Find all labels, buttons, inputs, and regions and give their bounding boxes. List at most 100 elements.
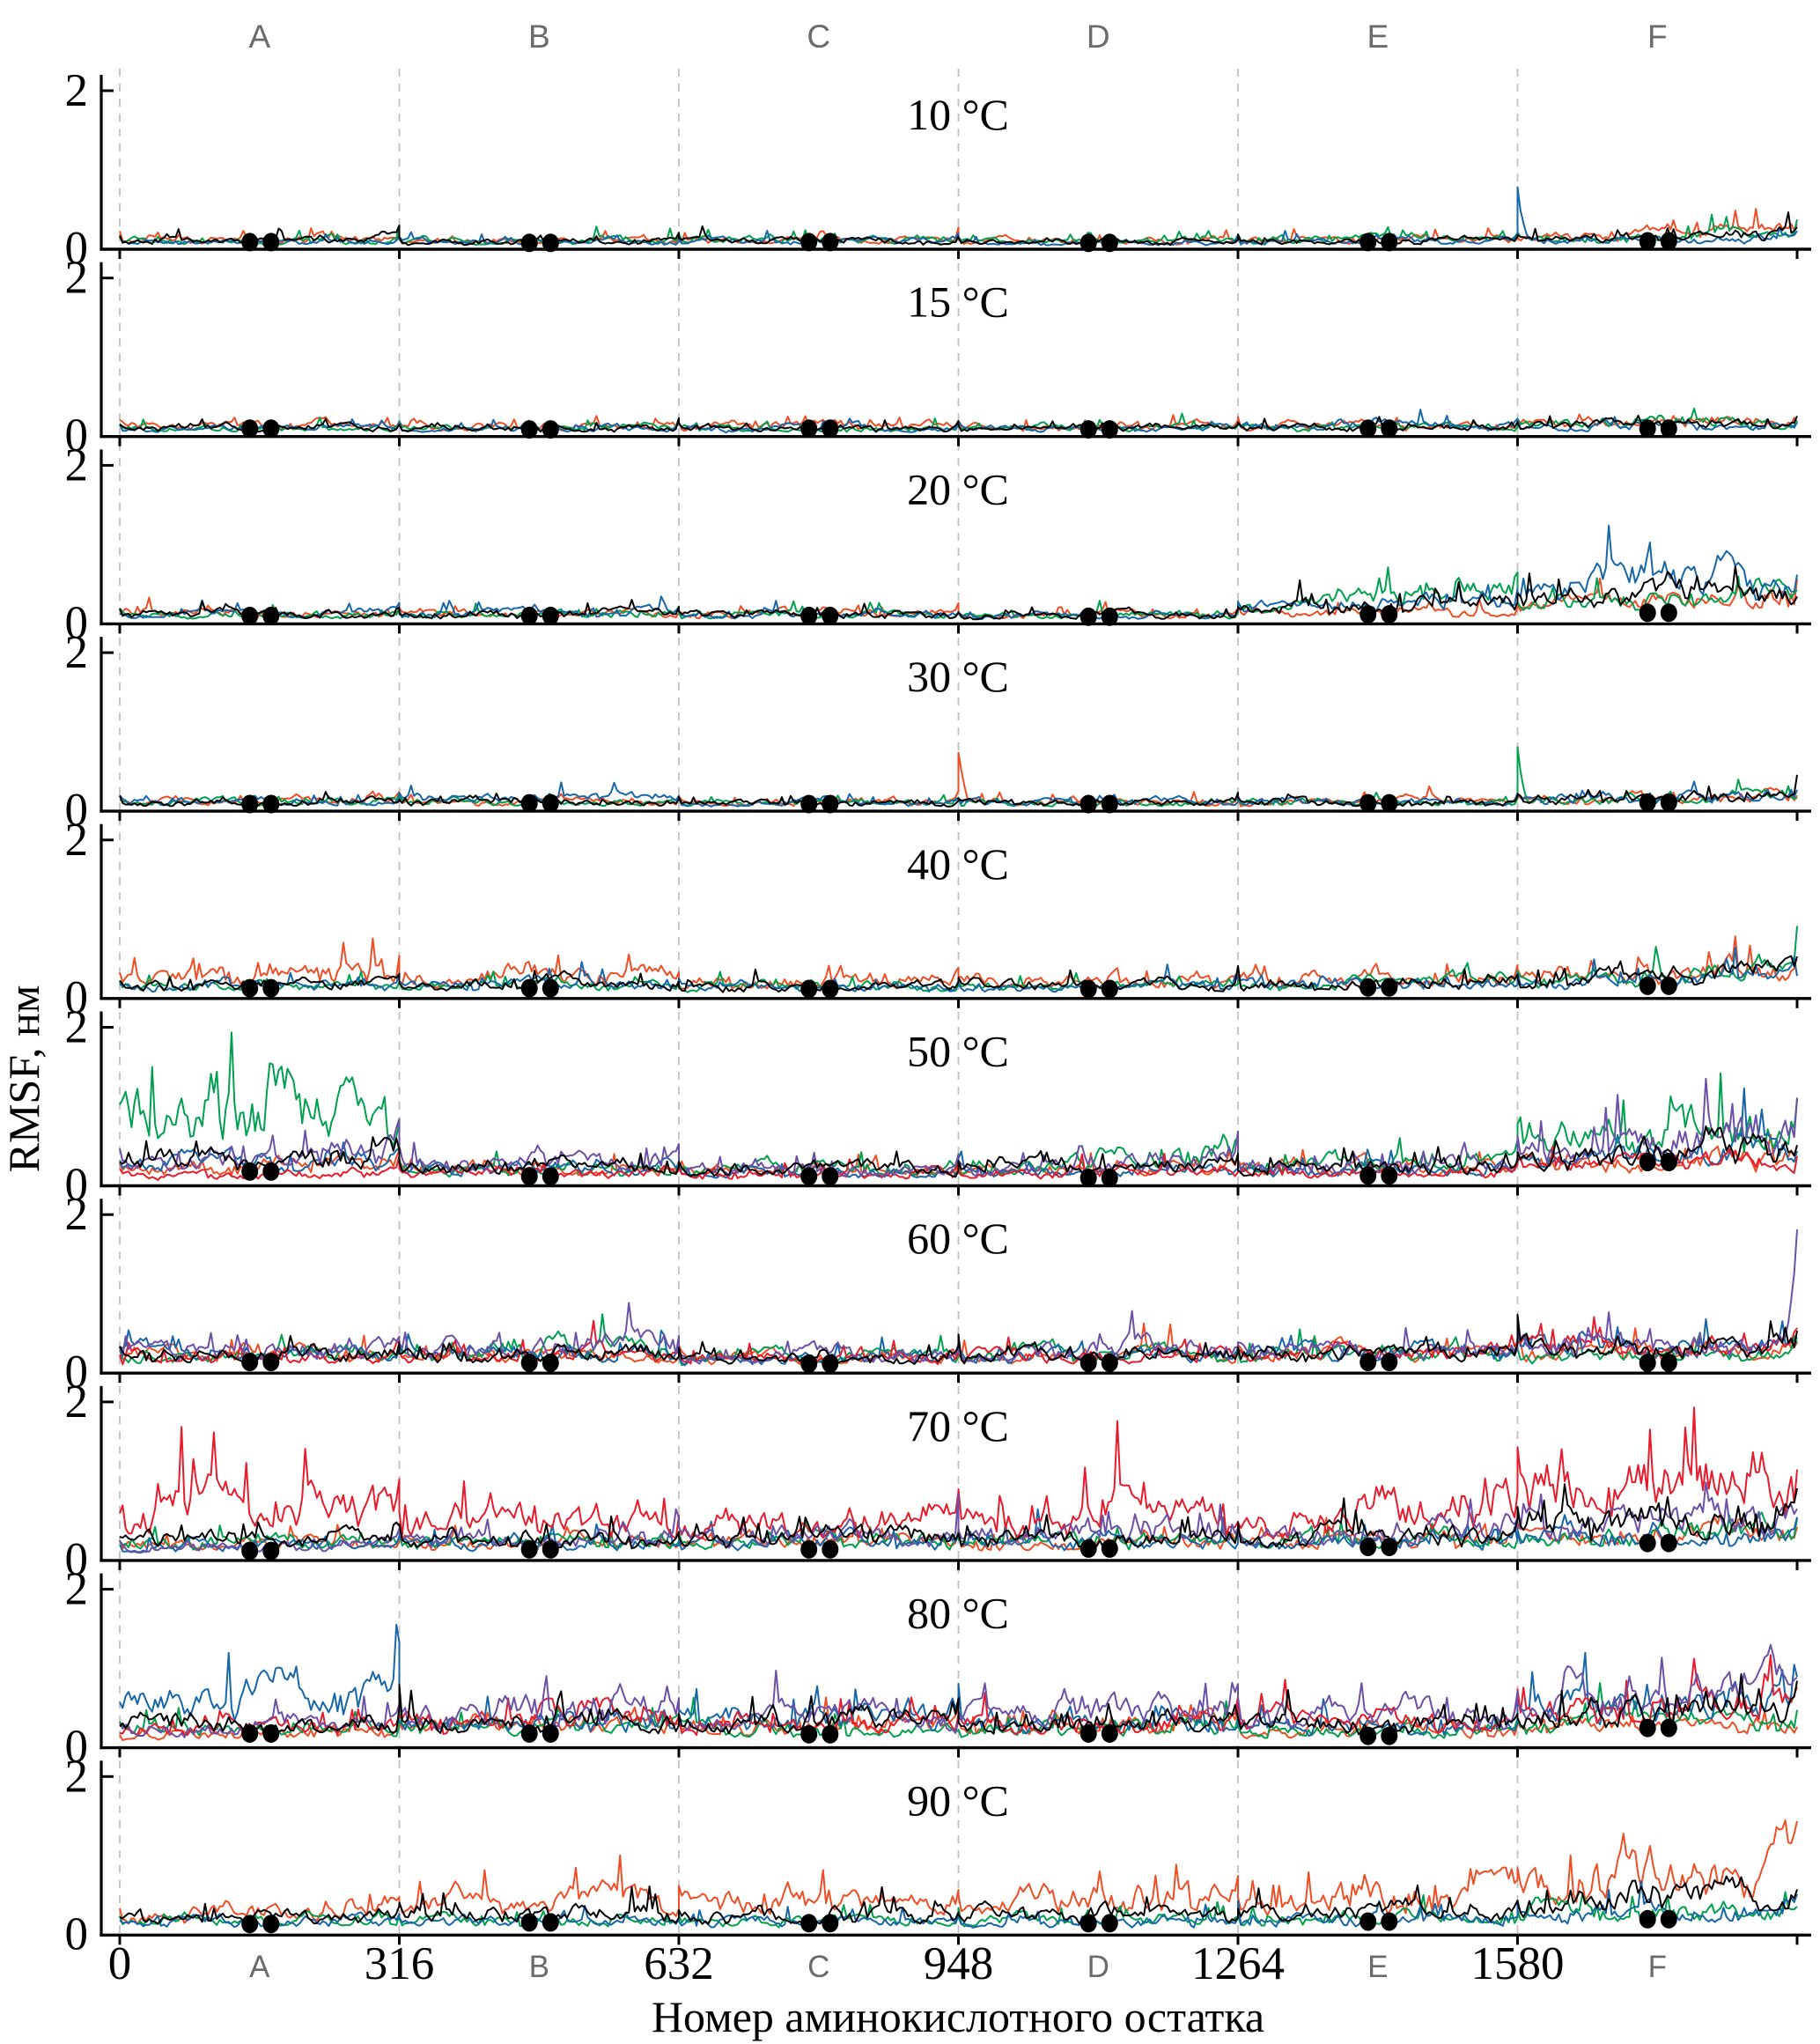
marked-residue-dot [1660,1153,1677,1171]
panel-10C: 2 0 10 °C [65,65,1811,274]
marked-residue-dot [241,1541,259,1561]
rmsf-series-black [119,774,1798,808]
temperature-label: 60 °C [907,1214,1009,1263]
marked-residue-dot [241,794,259,814]
marked-residue-dot [800,1539,818,1559]
marked-residue-dot [1079,1723,1097,1743]
marked-residue-dot [542,1539,559,1559]
marked-residue-dot [1359,232,1377,252]
marked-residue-dot [262,1541,280,1561]
marked-residue-dot [822,1539,839,1559]
temperature-label: 90 °C [907,1775,1009,1825]
marked-residue-dot [241,1162,259,1181]
marked-residue-dot [1101,1169,1118,1187]
y-tick-label-0: 0 [65,1534,89,1585]
rmsf-series-black [119,1125,1798,1178]
rmsf-series-black [119,415,1798,433]
marked-residue-dot [1101,1539,1118,1558]
x-tick-label: 1264 [1191,1938,1285,1989]
temperature-label: 30 °C [907,652,1009,701]
panel-60C: 2 0 60 °C [65,1189,1811,1398]
marked-residue-dot [1381,793,1398,813]
marked-residue-dot [262,1915,280,1934]
marked-residue-dot [800,419,818,439]
marked-residue-dot [262,419,280,439]
panel-50C: 2 0 50 °C [65,1002,1811,1211]
marked-residue-dot [1079,979,1097,999]
marked-residue-dot [822,1167,839,1186]
marked-residue-dot [262,1162,280,1181]
marked-residue-dot [1639,1718,1656,1738]
top-chain-label: A [248,18,270,55]
x-tick-label: 1580 [1471,1938,1565,1989]
marked-residue-dot [542,1354,559,1372]
marked-residue-dot [800,1914,818,1933]
marked-residue-dot [1079,1914,1097,1933]
marked-residue-dot [1660,793,1677,812]
y-tick-label-0: 0 [65,1908,89,1959]
y-tick-label-0: 0 [65,785,89,836]
marked-residue-dot [822,606,839,625]
top-chain-label: F [1647,18,1668,55]
marked-residue-dot [1381,1726,1398,1745]
x-tick-label: 948 [924,1938,994,1989]
marked-residue-dot [1660,1909,1677,1929]
marked-residue-dot [542,793,559,813]
y-tick-label-2: 2 [65,439,89,491]
y-tick-label-2: 2 [65,815,89,866]
panel-30C: 2 0 30 °C [65,627,1811,836]
marked-residue-dot [241,1353,259,1372]
x-axis-title: Номер аминокислотного остатка [652,1992,1264,2041]
marked-residue-dot [520,606,538,625]
y-tick-label-2: 2 [65,1564,89,1615]
top-chain-label: D [1087,18,1110,55]
marked-residue-dot [822,419,839,439]
bottom-chain-label: E [1367,1950,1388,1984]
y-tick-label-2: 2 [65,627,89,678]
marked-residue-dot [1381,1912,1398,1931]
marked-residue-dot [542,1723,559,1743]
marked-residue-dot [262,232,280,252]
marked-residue-dot [1101,1914,1118,1933]
marked-residue-dot [800,1724,818,1744]
marked-residue-dot [1639,603,1656,623]
marked-residue-dot [1079,1539,1097,1558]
panel-80C: 2 0 80 °C [65,1564,1811,1773]
y-tick-label-0: 0 [65,410,89,461]
y-tick-label-2: 2 [65,1189,89,1240]
y-tick-label-0: 0 [65,597,89,648]
rmsf-series-red [119,1406,1798,1540]
panel-20C: 2 0 20 °C [65,439,1811,648]
marked-residue-dot [1079,607,1097,626]
marked-residue-dot [1101,1723,1118,1743]
marked-residue-dot [1101,794,1118,814]
panel-15C: 2 0 15 °C [65,253,1811,461]
marked-residue-dot [1381,1353,1398,1372]
marked-residue-dot [542,1913,559,1932]
y-tick-label-0: 0 [65,1347,89,1398]
temperature-label: 70 °C [907,1401,1009,1450]
marked-residue-dot [1079,1169,1097,1187]
top-chain-label: C [807,18,830,55]
marked-residue-dot [1101,233,1118,253]
y-tick-label-0: 0 [65,972,89,1023]
y-tick-label-2: 2 [65,1751,89,1802]
marked-residue-dot [520,1354,538,1372]
temperature-label: 40 °C [907,839,1009,889]
x-tick-label: 0 [108,1938,132,1989]
marked-residue-dot [1660,419,1677,439]
x-tick-label: 316 [365,1938,435,1989]
marked-residue-dot [1101,607,1118,626]
panel-40C: 2 0 40 °C [65,815,1811,1023]
temperature-label: 15 °C [907,277,1009,327]
marked-residue-dot [1660,603,1677,623]
bottom-chain-label: B [529,1950,549,1984]
marked-residue-dot [1079,794,1097,814]
y-tick-label-2: 2 [65,253,89,304]
marked-residue-dot [822,1354,839,1373]
marked-residue-dot [822,1914,839,1933]
marked-residue-dot [822,232,839,252]
marked-residue-dot [1079,233,1097,253]
marked-residue-dot [241,978,259,998]
